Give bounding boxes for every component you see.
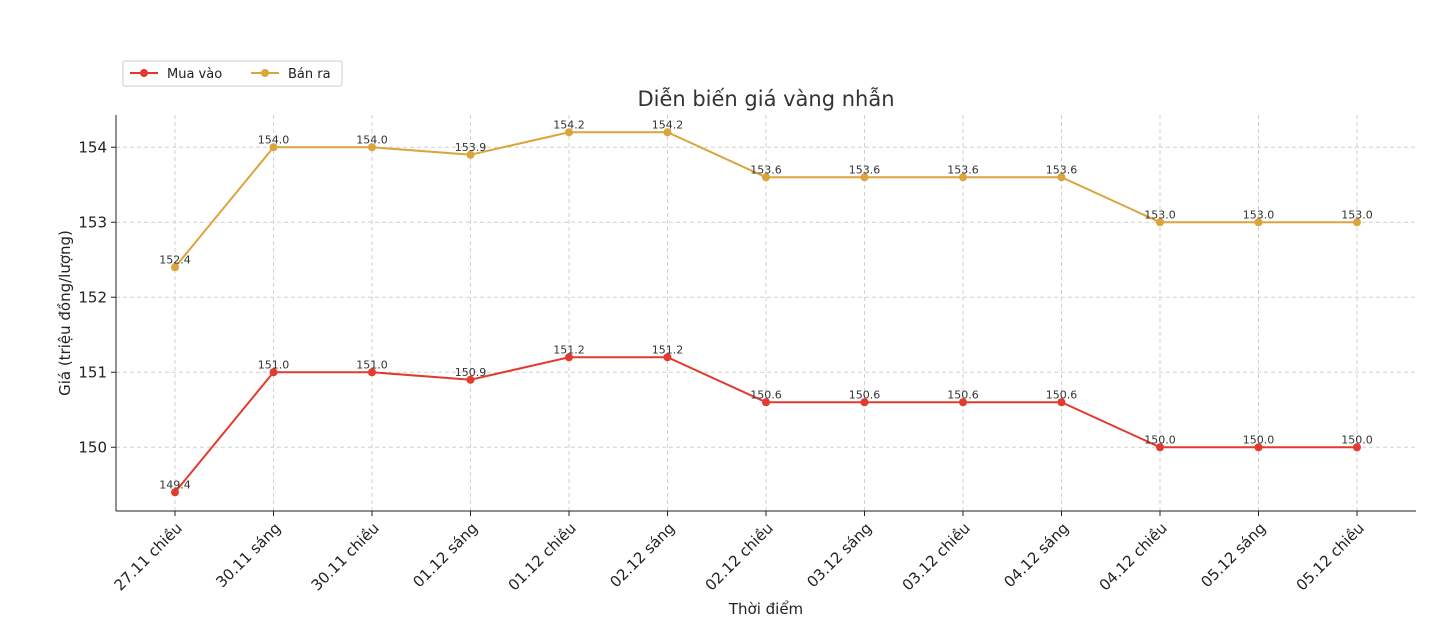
data-point [565, 353, 573, 362]
data-label: 151.2 [652, 343, 684, 356]
data-label: 154.2 [553, 118, 585, 131]
y-axis-label: Giá (triệu đồng/lượng) [56, 230, 74, 396]
gridlines: 27.11 chiều 30.11 sáng 30.11 chiều 01.12 sá… [78, 115, 1416, 594]
legend: Mua vào Bán ra [122, 60, 343, 87]
data-label: 150.9 [455, 366, 487, 379]
data-label: 150.0 [1243, 433, 1275, 446]
legend-marker [140, 69, 148, 77]
data-label: 153.6 [849, 163, 881, 176]
x-axis-label: Thời điểm [728, 600, 803, 618]
data-point [762, 173, 770, 182]
data-point [762, 398, 770, 407]
x-tick-label: 05.12 sáng [1197, 519, 1269, 591]
legend-marker [261, 69, 269, 77]
data-point [565, 128, 573, 137]
data-label: 153.9 [455, 141, 487, 154]
data-label: 150.6 [947, 388, 979, 401]
x-tick-label: 03.12 chiều [899, 519, 974, 594]
data-point [368, 143, 376, 152]
data-point [959, 398, 967, 407]
data-label: 152.4 [159, 253, 191, 266]
legend-label: Mua vào [167, 67, 222, 82]
x-tick-label: 02.12 sáng [606, 519, 678, 591]
data-label: 149.4 [159, 478, 191, 491]
legend-label: Bán ra [288, 67, 331, 82]
data-point [1353, 443, 1361, 452]
data-point [1057, 398, 1066, 407]
x-tick-label: 05.12 chiều [1293, 519, 1368, 594]
data-point [860, 173, 869, 182]
data-point [171, 263, 179, 272]
data-label: 153.0 [1243, 208, 1275, 221]
y-tick-label: 152 [78, 288, 107, 306]
data-point [466, 375, 475, 384]
y-tick-label: 150 [78, 438, 107, 456]
y-tick-label: 151 [78, 363, 107, 381]
data-point [959, 173, 967, 182]
y-tick-label: 154 [78, 138, 107, 156]
data-point [663, 353, 672, 362]
x-tick-label: 30.11 sáng [212, 519, 284, 591]
x-tick-label: 04.12 sáng [1000, 519, 1072, 591]
chart-title: Diễn biến giá vàng nhẫn [637, 86, 894, 111]
data-point [1156, 443, 1164, 452]
x-tick-label: 01.12 chiều [505, 519, 580, 594]
plot-marks: 149.4 151.0 151.0 150.9 151.2 151.2 150.6 150.6… [159, 118, 1373, 497]
data-label: 153.6 [1046, 163, 1078, 176]
y-tick-label: 153 [78, 213, 107, 231]
data-label: 153.6 [750, 163, 782, 176]
data-point [1156, 218, 1164, 227]
data-label: 154.2 [652, 118, 684, 131]
data-label: 150.0 [1144, 433, 1176, 446]
x-tick-label: 01.12 sáng [409, 519, 481, 591]
data-point [663, 128, 672, 137]
data-label: 151.0 [258, 358, 290, 371]
data-label: 151.0 [356, 358, 388, 371]
x-tick-label: 02.12 chiều [702, 519, 777, 594]
x-tick-label: 04.12 chiều [1096, 519, 1171, 594]
data-label: 150.6 [1046, 388, 1078, 401]
data-point [1254, 218, 1263, 227]
x-tick-label: 27.11 chiều [111, 519, 186, 594]
x-tick-label: 03.12 sáng [803, 519, 875, 591]
data-label: 153.0 [1341, 208, 1373, 221]
data-point [860, 398, 869, 407]
data-point [269, 368, 278, 377]
data-point [1254, 443, 1263, 452]
data-label: 154.0 [258, 133, 290, 146]
data-label: 150.6 [750, 388, 782, 401]
data-point [171, 488, 179, 497]
legend-frame [122, 60, 343, 87]
data-label: 154.0 [356, 133, 388, 146]
data-point [269, 143, 278, 152]
x-tick-label: 30.11 chiều [308, 519, 383, 594]
data-label: 150.6 [849, 388, 881, 401]
data-label: 150.0 [1341, 433, 1373, 446]
data-label: 153.0 [1144, 208, 1176, 221]
data-label: 151.2 [553, 343, 585, 356]
data-point [466, 150, 475, 159]
data-point [368, 368, 376, 377]
data-point [1353, 218, 1361, 227]
data-label: 153.6 [947, 163, 979, 176]
data-point [1057, 173, 1066, 182]
